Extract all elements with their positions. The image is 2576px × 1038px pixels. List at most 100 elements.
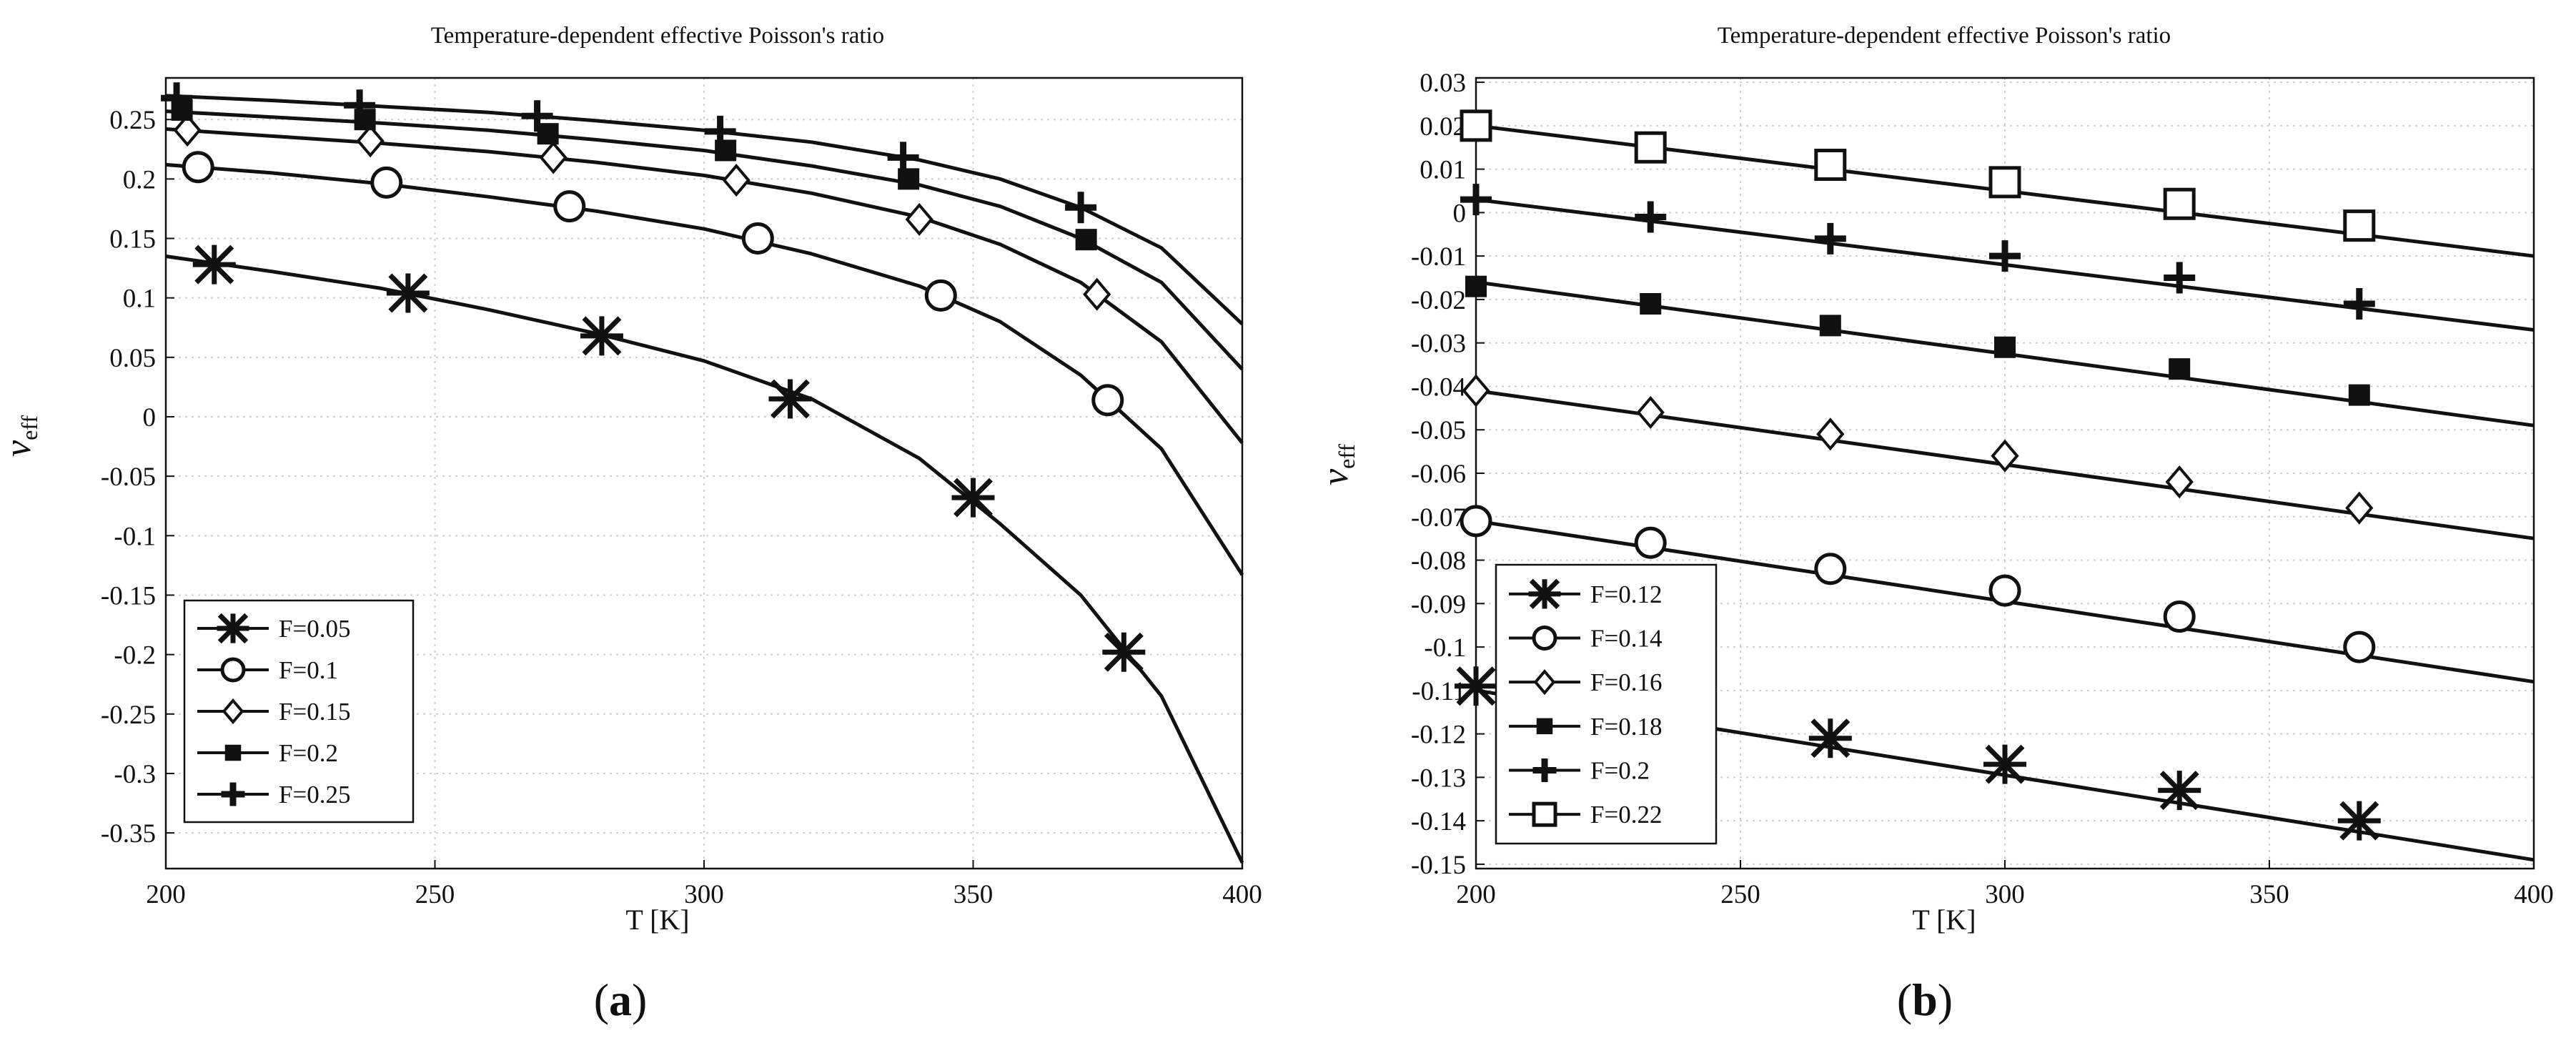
chart-a-xtick-label-2: 300	[684, 880, 724, 909]
chart-a-legend-label-0: F=0.05	[279, 615, 350, 643]
chart-a-series-2-point-1-shape	[356, 124, 385, 158]
chart-b-ytick-label-1: 0.02	[1420, 112, 1466, 142]
chart-a-ytick-label-9: -0.2	[114, 641, 156, 671]
chart-b-legend-item-0: F=0.12	[1509, 578, 1662, 610]
chart-a-series-0-line	[165, 254, 1244, 864]
chart-b-xtick-label-1: 250	[1720, 880, 1760, 909]
chart-a-series-2-point-0-shape	[173, 114, 202, 147]
chart-b-legend-item-1: F=0.14	[1509, 625, 1662, 653]
panel-a-letter: a	[609, 974, 632, 1025]
chart-a-series-1-point-1	[370, 166, 403, 199]
chart-b-legend-label-5: F=0.22	[1590, 801, 1662, 829]
chart-b-series-5-point-4	[2163, 187, 2196, 220]
chart-b-ytick-label-6: -0.03	[1411, 330, 1466, 359]
chart-b-xtick-label-3: 350	[2249, 880, 2289, 909]
chart-b-ticks: 200 250 300 350 400 0.03 0.02 0.01 0 -0.01 -0.02 -0…	[1411, 69, 2554, 909]
chart-b-series-3-point-4	[2169, 358, 2191, 380]
chart-a-ytick-label-0: 0.25	[109, 106, 156, 135]
chart-a-ytick-label-10: -0.25	[101, 701, 156, 730]
chart-b-series-5-point-1	[1634, 131, 1667, 164]
chart-b-plot: 200 250 300 350 400 0.03 0.02 0.01 0 -0.01 -0.02 -0…	[1411, 69, 2554, 909]
chart-b-series-4-point-0	[1460, 184, 1492, 216]
chart-a-series-4-point-1	[344, 89, 376, 122]
chart-b-xlabel: T [K]	[1912, 904, 1976, 936]
chart-b-legend-marker-0	[1528, 578, 1561, 610]
chart-b-legend-marker-0-shape	[1528, 578, 1561, 610]
chart-b-legend-label-2: F=0.16	[1590, 668, 1662, 696]
chart-b-legend-marker-4-shape	[1532, 758, 1557, 782]
chart-a-ylabel-sub: eff	[16, 415, 42, 440]
chart-b-series-0-point-4	[2337, 801, 2381, 841]
chart-a-series-2-point-2	[539, 141, 568, 174]
panel-a-label: (a)	[594, 974, 648, 1025]
chart-b-legend-item-5: F=0.22	[1509, 801, 1662, 829]
chart-b-ytick-label-3: 0	[1453, 199, 1467, 228]
chart-a-series-0-point-0	[192, 244, 236, 285]
chart-b-legend-marker-2-shape	[1533, 669, 1556, 696]
chart-a-ytick-label-7: -0.1	[114, 522, 156, 551]
chart-b-xtick-label-2: 300	[1985, 880, 2025, 909]
chart-b-ytick-label-12: -0.09	[1411, 590, 1466, 619]
chart-b-legend-marker-1	[1532, 626, 1557, 651]
chart-a-legend-item-4: F=0.25	[197, 781, 350, 809]
chart-b-ylabel-symbol: ν	[1315, 468, 1356, 485]
chart-a-series-4-point-1-shape	[344, 89, 376, 122]
chart-b-ytick-label-17: -0.14	[1411, 807, 1466, 836]
chart-b-series-1	[1460, 505, 2535, 684]
chart-b-xtick-label-4: 400	[2514, 880, 2554, 909]
chart-b-xtick-label-0: 200	[1456, 880, 1496, 909]
chart-b-series-3-point-1	[1640, 293, 1662, 315]
chart-b-series-3-point-0	[1465, 275, 1487, 297]
chart-b-series-3-point-0-shape	[1465, 275, 1487, 297]
chart-a-ytick-label-4: 0.05	[109, 344, 156, 373]
chart-a-series-4-point-3	[704, 115, 736, 147]
chart-b-series-4-point-5-shape	[2343, 288, 2375, 320]
chart-b-series-5-point-3	[1988, 166, 2021, 199]
chart-a-series-4-point-0-shape	[161, 82, 193, 114]
chart-b-ytick-label-2: 0.01	[1420, 156, 1466, 185]
chart-b-series-1-point-1-shape	[1634, 526, 1667, 559]
chart-a-series-0-point-3-shape	[768, 379, 812, 419]
chart-a-series-1-point-5	[1091, 384, 1124, 417]
chart-a-legend-item-0: F=0.05	[197, 613, 350, 644]
chart-a-ytick-label-11: -0.3	[114, 760, 156, 789]
chart-a-legend-label-2: F=0.15	[279, 698, 350, 726]
chart-a-series-3-point-5-shape	[1075, 229, 1097, 251]
chart-a-series-2-point-0	[173, 114, 202, 147]
chart-b-series-5	[1460, 109, 2535, 258]
chart-b-series-5-point-4-shape	[2163, 187, 2196, 220]
chart-b-legend-marker-5-shape	[1532, 801, 1557, 827]
chart-b-series-2-point-3-shape	[1991, 439, 2019, 473]
chart-a-legend-marker-2-shape	[222, 698, 244, 725]
chart-b-ytick-label-8: -0.05	[1411, 416, 1466, 445]
chart-b-series-5-point-3-shape	[1988, 166, 2021, 199]
chart-a-series-3-point-2	[537, 123, 559, 145]
chart-b-series-2-point-5-shape	[2345, 491, 2374, 525]
chart-b-ytick-label-15: -0.12	[1411, 721, 1466, 750]
chart-b-ytick-label-11: -0.08	[1411, 547, 1466, 576]
chart-b-series-4-point-1	[1635, 201, 1667, 233]
chart-b-series-0-point-3-shape	[2158, 771, 2201, 811]
chart-b-series-5-point-2-shape	[1814, 149, 1847, 182]
chart-a-series-1-point-4	[924, 279, 957, 312]
chart-b-ytick-label-10: -0.07	[1411, 503, 1466, 533]
chart-a-series-2	[165, 114, 1244, 445]
chart-a-series-1-point-1-shape	[370, 166, 403, 199]
chart-a-series-0-point-4-shape	[951, 478, 995, 518]
chart-a-legend-item-2: F=0.15	[197, 698, 350, 726]
chart-b-legend-item-4: F=0.2	[1509, 757, 1650, 785]
chart-a-series-2-point-5	[1083, 277, 1111, 311]
chart-b-series-2-point-2	[1816, 417, 1845, 451]
chart-b-series-0-point-2	[1983, 744, 2026, 784]
panel-b-label: (b)	[1897, 974, 1953, 1025]
chart-a-xtick-label-3: 350	[953, 880, 994, 909]
chart-b-legend-marker-4	[1532, 758, 1557, 782]
chart-b-series-3-point-4-shape	[2169, 358, 2191, 380]
chart-b-legend-label-0: F=0.12	[1590, 580, 1662, 608]
chart-a-series-4-point-5-shape	[1065, 192, 1097, 224]
chart-a-xtick-label-0: 200	[146, 880, 186, 909]
chart-a-legend: F=0.05 F=0.1 F=0.15 F=0.2 F=0.25	[183, 599, 415, 824]
chart-b-series-5-point-2	[1814, 149, 1847, 182]
chart-b-title: Temperature-dependent effective Poisson'…	[1718, 23, 2171, 49]
panel-a: Temperature-dependent effective Poisson'…	[0, 23, 1262, 1025]
